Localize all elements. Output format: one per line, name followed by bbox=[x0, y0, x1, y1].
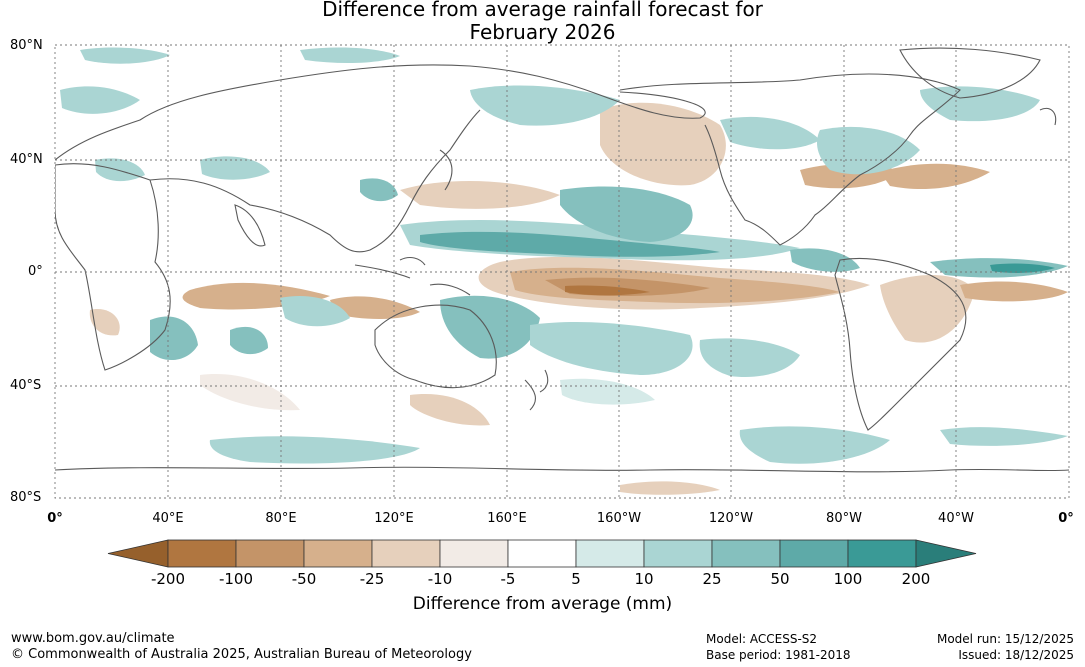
footer-copyright: © Commonwealth of Australia 2025, Austra… bbox=[11, 647, 472, 662]
footer-model-run: Model run: 15/12/2025 bbox=[936, 632, 1074, 646]
legend-swatch bbox=[711, 539, 781, 568]
legend-extend-high bbox=[915, 539, 977, 568]
lon-label-80e: 80°E bbox=[265, 511, 297, 526]
map-frame bbox=[54, 44, 1070, 499]
legend-tick-label: -50 bbox=[291, 570, 317, 588]
legend-swatch bbox=[303, 539, 373, 568]
legend-swatch bbox=[439, 539, 509, 568]
legend-swatch bbox=[235, 539, 305, 568]
footer-issued: Issued: 18/12/2025 bbox=[958, 648, 1074, 662]
legend-swatch bbox=[507, 539, 577, 568]
lon-label-0-left: 0° bbox=[47, 511, 63, 526]
legend-tick-label: 200 bbox=[901, 570, 931, 588]
legend-tick-label: 100 bbox=[833, 570, 863, 588]
legend-swatch bbox=[847, 539, 917, 568]
legend-tick-label: -100 bbox=[218, 570, 254, 588]
legend-swatch bbox=[643, 539, 713, 568]
lon-label-160w: 160°W bbox=[596, 511, 642, 526]
legend-swatch bbox=[779, 539, 849, 568]
lon-label-40e: 40°E bbox=[152, 511, 184, 526]
legend-tick-label: 10 bbox=[634, 570, 654, 588]
coastlines bbox=[55, 47, 1069, 473]
lat-label-0: 0° bbox=[28, 264, 43, 279]
wet-anomaly-regions bbox=[60, 47, 1068, 464]
legend-tick-label: -25 bbox=[359, 570, 385, 588]
lon-label-80w: 80°W bbox=[826, 511, 862, 526]
lon-label-120w: 120°W bbox=[708, 511, 754, 526]
lat-label-40n: 40°N bbox=[10, 152, 43, 167]
legend-tick-label: -5 bbox=[500, 570, 516, 588]
footer-model: Model: ACCESS-S2 bbox=[706, 632, 818, 646]
legend-tick-label: -10 bbox=[427, 570, 453, 588]
lat-label-40s: 40°S bbox=[10, 378, 42, 393]
graticule bbox=[55, 45, 1069, 498]
legend-swatch bbox=[167, 539, 237, 568]
chart-title-line1: Difference from average rainfall forecas… bbox=[322, 0, 763, 21]
legend-tick-label: -200 bbox=[150, 570, 186, 588]
dry-anomaly-regions bbox=[89, 102, 1068, 495]
legend-swatch bbox=[575, 539, 645, 568]
legend-tick-label: 25 bbox=[702, 570, 722, 588]
legend-tick-label: 50 bbox=[770, 570, 790, 588]
lon-label-160e: 160°E bbox=[487, 511, 527, 526]
chart-title-line2: February 2026 bbox=[469, 20, 616, 44]
lat-label-80n: 80°N bbox=[10, 38, 43, 53]
lon-label-0-right: 0° bbox=[1058, 511, 1074, 526]
lon-label-40w: 40°W bbox=[938, 511, 974, 526]
footer-url: www.bom.gov.au/climate bbox=[11, 631, 175, 646]
lat-label-80s: 80°S bbox=[10, 490, 42, 505]
footer-base-period: Base period: 1981-2018 bbox=[706, 648, 851, 662]
legend-axis-label: Difference from average (mm) bbox=[412, 594, 673, 614]
legend-swatch bbox=[371, 539, 441, 568]
legend-tick-label: 5 bbox=[571, 570, 581, 588]
legend-colorbar bbox=[107, 539, 977, 568]
legend-extend-low bbox=[107, 539, 169, 568]
lon-label-120e: 120°E bbox=[374, 511, 414, 526]
